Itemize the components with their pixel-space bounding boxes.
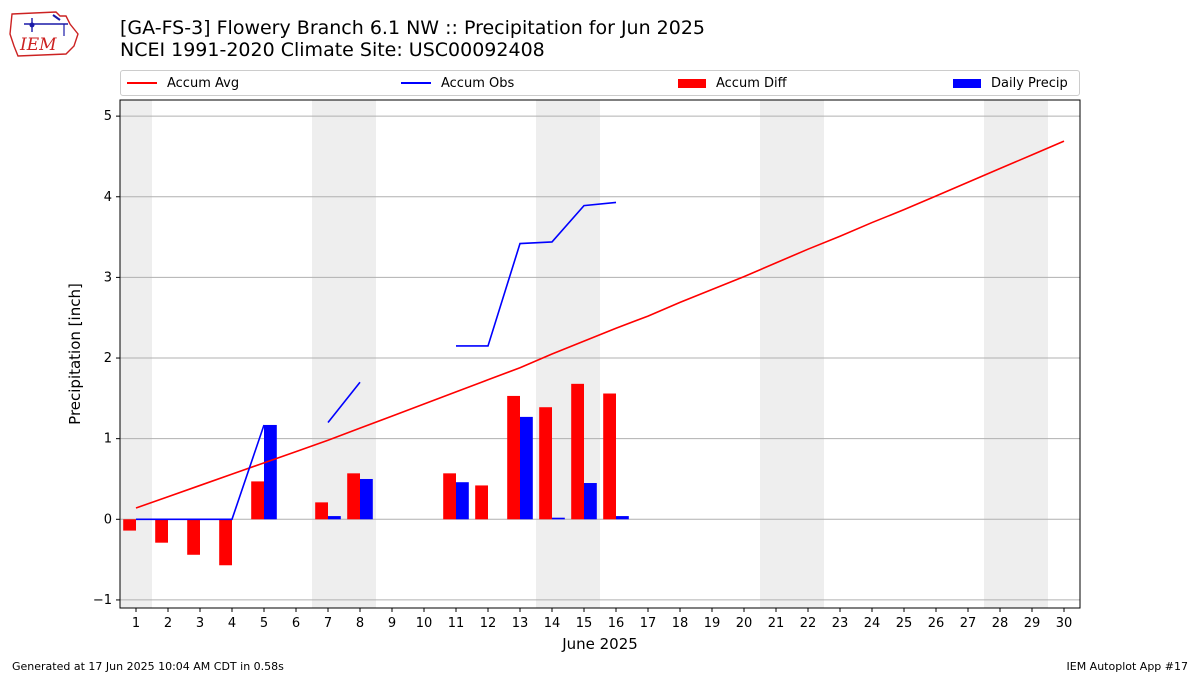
y-tick-label-4: 4: [104, 190, 112, 205]
chart-subtitle: NCEI 1991-2020 Climate Site: USC00092408: [120, 39, 545, 61]
legend-label-daily-precip: Daily Precip: [991, 75, 1068, 91]
legend-swatch-daily-precip: [953, 78, 981, 88]
bar-accum-diff-day-7: [315, 502, 328, 520]
weekend-shade-day-1: [120, 100, 152, 608]
x-tick-label-9: 9: [388, 616, 396, 631]
line-accum-avg-segment-0: [135, 140, 1065, 509]
x-tick-label-26: 26: [928, 616, 945, 631]
x-tick-label-24: 24: [864, 616, 881, 631]
x-tick-label-11: 11: [448, 616, 465, 631]
bar-daily-precip-day-7: [328, 516, 341, 520]
x-tick-label-8: 8: [356, 616, 364, 631]
bar-accum-diff-day-15: [571, 383, 584, 520]
generated-note: Generated at 17 Jun 2025 10:04 AM CDT in…: [12, 660, 284, 673]
legend-item-accum-diff: Accum Diff: [678, 71, 787, 95]
bar-daily-precip-day-8: [360, 478, 373, 520]
y-axis-label: Precipitation [inch]: [66, 283, 84, 425]
x-tick-label-1: 1: [132, 616, 140, 631]
legend-label-accum-obs: Accum Obs: [441, 75, 515, 91]
bar-accum-diff-day-13: [507, 395, 520, 520]
legend-swatch-accum-obs: [401, 82, 431, 84]
weekend-shade-day-21: [760, 100, 792, 608]
x-tick-label-21: 21: [768, 616, 785, 631]
x-tick-label-22: 22: [800, 616, 817, 631]
y-tick-label-0: 0: [104, 512, 112, 527]
y-tick-label-5: 5: [104, 109, 112, 124]
legend-item-accum-avg: Accum Avg: [127, 71, 239, 95]
bar-accum-diff-day-11: [443, 473, 456, 520]
y-tick-label--1: −1: [93, 593, 112, 608]
x-tick-label-14: 14: [544, 616, 561, 631]
x-tick-label-13: 13: [512, 616, 529, 631]
bar-accum-diff-day-12: [475, 485, 488, 520]
weekend-shade-day-7: [312, 100, 344, 608]
weekend-shade-day-8: [344, 100, 376, 608]
line-accum-obs-segment-0: [136, 424, 265, 521]
legend-item-accum-obs: Accum Obs: [401, 71, 514, 95]
x-tick-label-29: 29: [1024, 616, 1041, 631]
iem-logo: IEM: [9, 11, 79, 57]
weekend-shade-day-29: [1016, 100, 1048, 608]
x-tick-label-18: 18: [672, 616, 689, 631]
x-tick-label-16: 16: [608, 616, 625, 631]
bar-accum-diff-day-5: [251, 481, 264, 520]
legend-label-accum-avg: Accum Avg: [167, 75, 240, 91]
bar-accum-diff-day-2: [155, 519, 168, 543]
x-tick-label-15: 15: [576, 616, 593, 631]
x-tick-label-25: 25: [896, 616, 913, 631]
legend-swatch-accum-diff: [678, 78, 706, 88]
weekend-shade-day-15: [568, 100, 600, 608]
line-accum-obs-segment-2: [456, 201, 617, 347]
x-tick-label-27: 27: [960, 616, 977, 631]
y-tick-label-1: 1: [104, 432, 112, 447]
x-tick-label-7: 7: [324, 616, 332, 631]
chart-legend: Accum Avg Accum Obs Accum Diff Daily Pre…: [120, 70, 1080, 96]
x-tick-label-30: 30: [1056, 616, 1073, 631]
bar-daily-precip-day-14: [552, 517, 565, 520]
weekend-shade-day-22: [792, 100, 824, 608]
weekend-shade-day-28: [984, 100, 1016, 608]
bar-accum-diff-day-8: [347, 473, 360, 520]
x-tick-label-5: 5: [260, 616, 268, 631]
bar-daily-precip-day-11: [456, 482, 469, 520]
legend-swatch-accum-avg: [127, 82, 157, 84]
x-tick-label-6: 6: [292, 616, 300, 631]
x-tick-label-17: 17: [640, 616, 657, 631]
x-tick-label-28: 28: [992, 616, 1009, 631]
chart-title: [GA-FS-3] Flowery Branch 6.1 NW :: Preci…: [120, 17, 706, 39]
legend-item-daily-precip: Daily Precip: [953, 71, 1068, 95]
x-tick-label-19: 19: [704, 616, 721, 631]
svg-text:IEM: IEM: [19, 35, 57, 55]
x-tick-label-20: 20: [736, 616, 753, 631]
bar-accum-diff-day-1: [123, 519, 136, 531]
x-tick-label-2: 2: [164, 616, 172, 631]
x-tick-label-3: 3: [196, 616, 204, 631]
x-tick-label-4: 4: [228, 616, 236, 631]
plot-frame: [119, 99, 1081, 609]
x-tick-label-12: 12: [480, 616, 497, 631]
bar-daily-precip-day-13: [520, 416, 533, 520]
bar-daily-precip-day-15: [584, 483, 597, 520]
y-tick-label-3: 3: [104, 270, 112, 285]
line-accum-obs-segment-1: [327, 381, 361, 424]
bar-accum-diff-day-16: [603, 393, 616, 520]
app-credit: IEM Autoplot App #17: [1066, 660, 1189, 673]
y-tick-label-2: 2: [104, 351, 112, 366]
legend-label-accum-diff: Accum Diff: [716, 75, 787, 91]
bar-accum-diff-day-3: [187, 519, 200, 555]
bar-daily-precip-day-5: [264, 424, 277, 520]
bar-accum-diff-day-4: [219, 519, 232, 566]
bar-daily-precip-day-16: [616, 516, 629, 520]
x-tick-label-23: 23: [832, 616, 849, 631]
x-axis-label: June 2025: [561, 635, 638, 653]
bar-accum-diff-day-14: [539, 407, 552, 520]
x-tick-label-10: 10: [416, 616, 433, 631]
